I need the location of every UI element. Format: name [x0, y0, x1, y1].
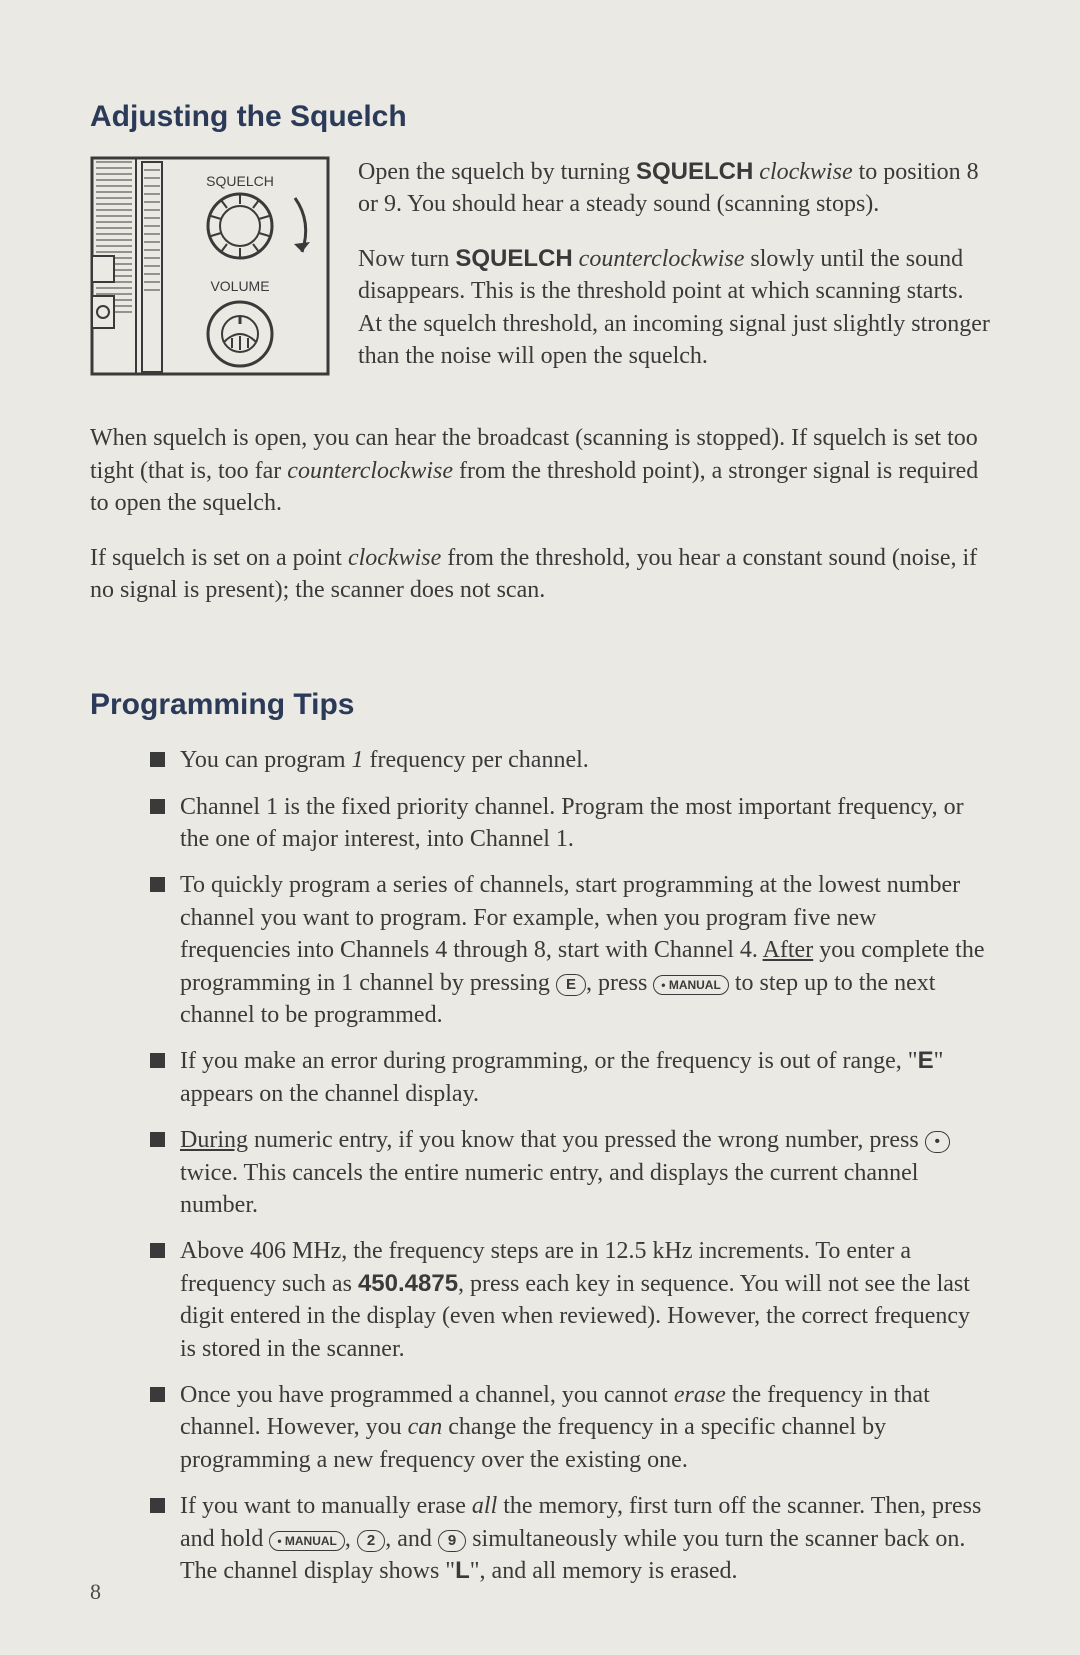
squelch-diagram: SQUELCH VO: [90, 156, 330, 381]
text: ", and all memory is erased.: [470, 1558, 738, 1584]
text: If you want to manually erase: [180, 1493, 472, 1519]
heading-programming-tips: Programming Tips: [90, 688, 990, 722]
key-9-icon: 9: [438, 1530, 466, 1552]
display-l: L: [455, 1557, 470, 1584]
word-erase: erase: [674, 1382, 726, 1408]
key-dot-icon: •: [925, 1131, 950, 1153]
list-item: Once you have programmed a channel, you …: [150, 1379, 990, 1476]
key-2-icon: 2: [357, 1530, 385, 1552]
text: If you make an error during programming,…: [180, 1048, 918, 1074]
word-during: During: [180, 1127, 248, 1153]
display-e: E: [918, 1047, 934, 1074]
list-item: During numeric entry, if you know that y…: [150, 1124, 990, 1221]
diagram-label-squelch: SQUELCH: [206, 173, 274, 189]
text: Now turn: [358, 246, 455, 272]
text: twice. This cancels the entire numeric e…: [180, 1160, 918, 1218]
page-number: 8: [90, 1579, 101, 1605]
word-all: all: [472, 1493, 497, 1519]
text: frequency per channel.: [364, 747, 589, 773]
text: , press: [586, 970, 653, 996]
word-clockwise: clockwise: [348, 545, 441, 571]
list-item: To quickly program a series of channels,…: [150, 869, 990, 1031]
list-item: Channel 1 is the fixed priority channel.…: [150, 791, 990, 856]
emph-1: 1: [352, 747, 364, 773]
text: Once you have programmed a channel, you …: [180, 1382, 674, 1408]
text: ,: [345, 1526, 357, 1552]
list-item: If you make an error during programming,…: [150, 1045, 990, 1110]
text: , and: [385, 1526, 438, 1552]
word-counterclockwise: counterclockwise: [579, 246, 745, 272]
text: Open the squelch by turning: [358, 159, 636, 185]
word-counterclockwise: counterclockwise: [287, 458, 453, 484]
key-manual-icon: • MANUAL: [269, 1531, 345, 1551]
diagram-label-volume: VOLUME: [210, 278, 269, 294]
squelch-para-2: Now turn SQUELCH counterclockwise slowly…: [358, 243, 990, 373]
word-after: After: [763, 937, 814, 963]
squelch-para-4: If squelch is set on a point clockwise f…: [90, 542, 990, 607]
squelch-side-paragraphs: Open the squelch by turning SQUELCH cloc…: [358, 156, 990, 394]
heading-squelch: Adjusting the Squelch: [90, 100, 990, 134]
squelch-para-1: Open the squelch by turning SQUELCH cloc…: [358, 156, 990, 221]
key-manual-icon: • MANUAL: [653, 975, 729, 995]
word-clockwise: clockwise: [759, 159, 852, 185]
text: If squelch is set on a point: [90, 545, 348, 571]
key-e-icon: E: [556, 974, 586, 996]
label-squelch: SQUELCH: [455, 245, 572, 272]
word-can: can: [408, 1414, 443, 1440]
text: You can program: [180, 747, 352, 773]
list-item: You can program 1 frequency per channel.: [150, 744, 990, 776]
text: Channel 1 is the fixed priority channel.…: [180, 794, 964, 852]
manual-page: Adjusting the Squelch: [0, 0, 1080, 1655]
list-item: If you want to manually erase all the me…: [150, 1490, 990, 1587]
squelch-diagram-svg: SQUELCH VO: [90, 156, 330, 376]
squelch-intro-row: SQUELCH VO: [90, 156, 990, 394]
squelch-para-3: When squelch is open, you can hear the b…: [90, 422, 990, 519]
label-squelch: SQUELCH: [636, 158, 753, 185]
freq-example: 450.4875: [358, 1270, 458, 1297]
list-item: Above 406 MHz, the frequency steps are i…: [150, 1235, 990, 1365]
text: numeric entry, if you know that you pres…: [248, 1127, 925, 1153]
programming-tips-list: You can program 1 frequency per channel.…: [90, 744, 990, 1587]
